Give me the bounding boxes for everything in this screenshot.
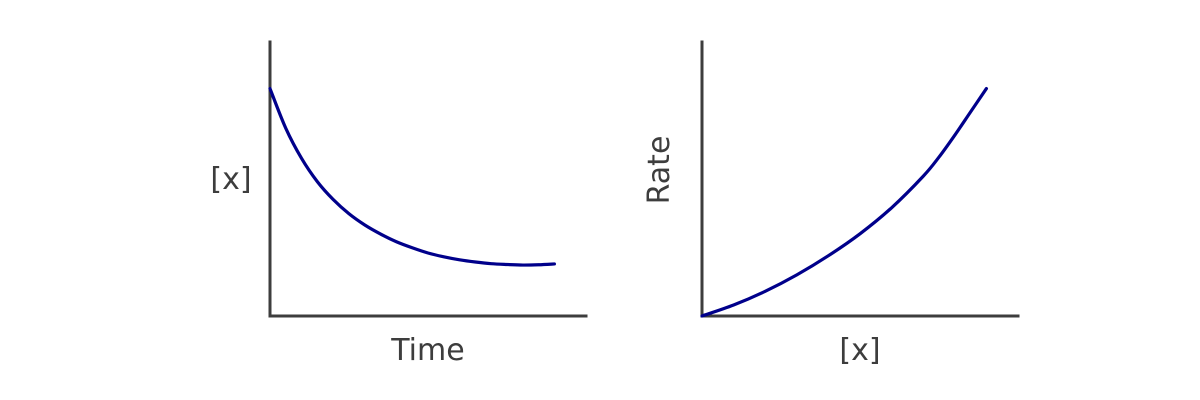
- left-y-axis-label: [x]: [210, 162, 251, 197]
- chart-left: Time [x]: [210, 40, 588, 368]
- chart-right: [x] Rate: [642, 40, 1020, 368]
- right-y-axis-label: Rate: [642, 136, 677, 205]
- left-series-line: [268, 86, 556, 267]
- right-x-axis-label: [x]: [839, 333, 880, 368]
- right-series-line: [700, 86, 988, 318]
- left-x-axis-label: Time: [390, 333, 464, 368]
